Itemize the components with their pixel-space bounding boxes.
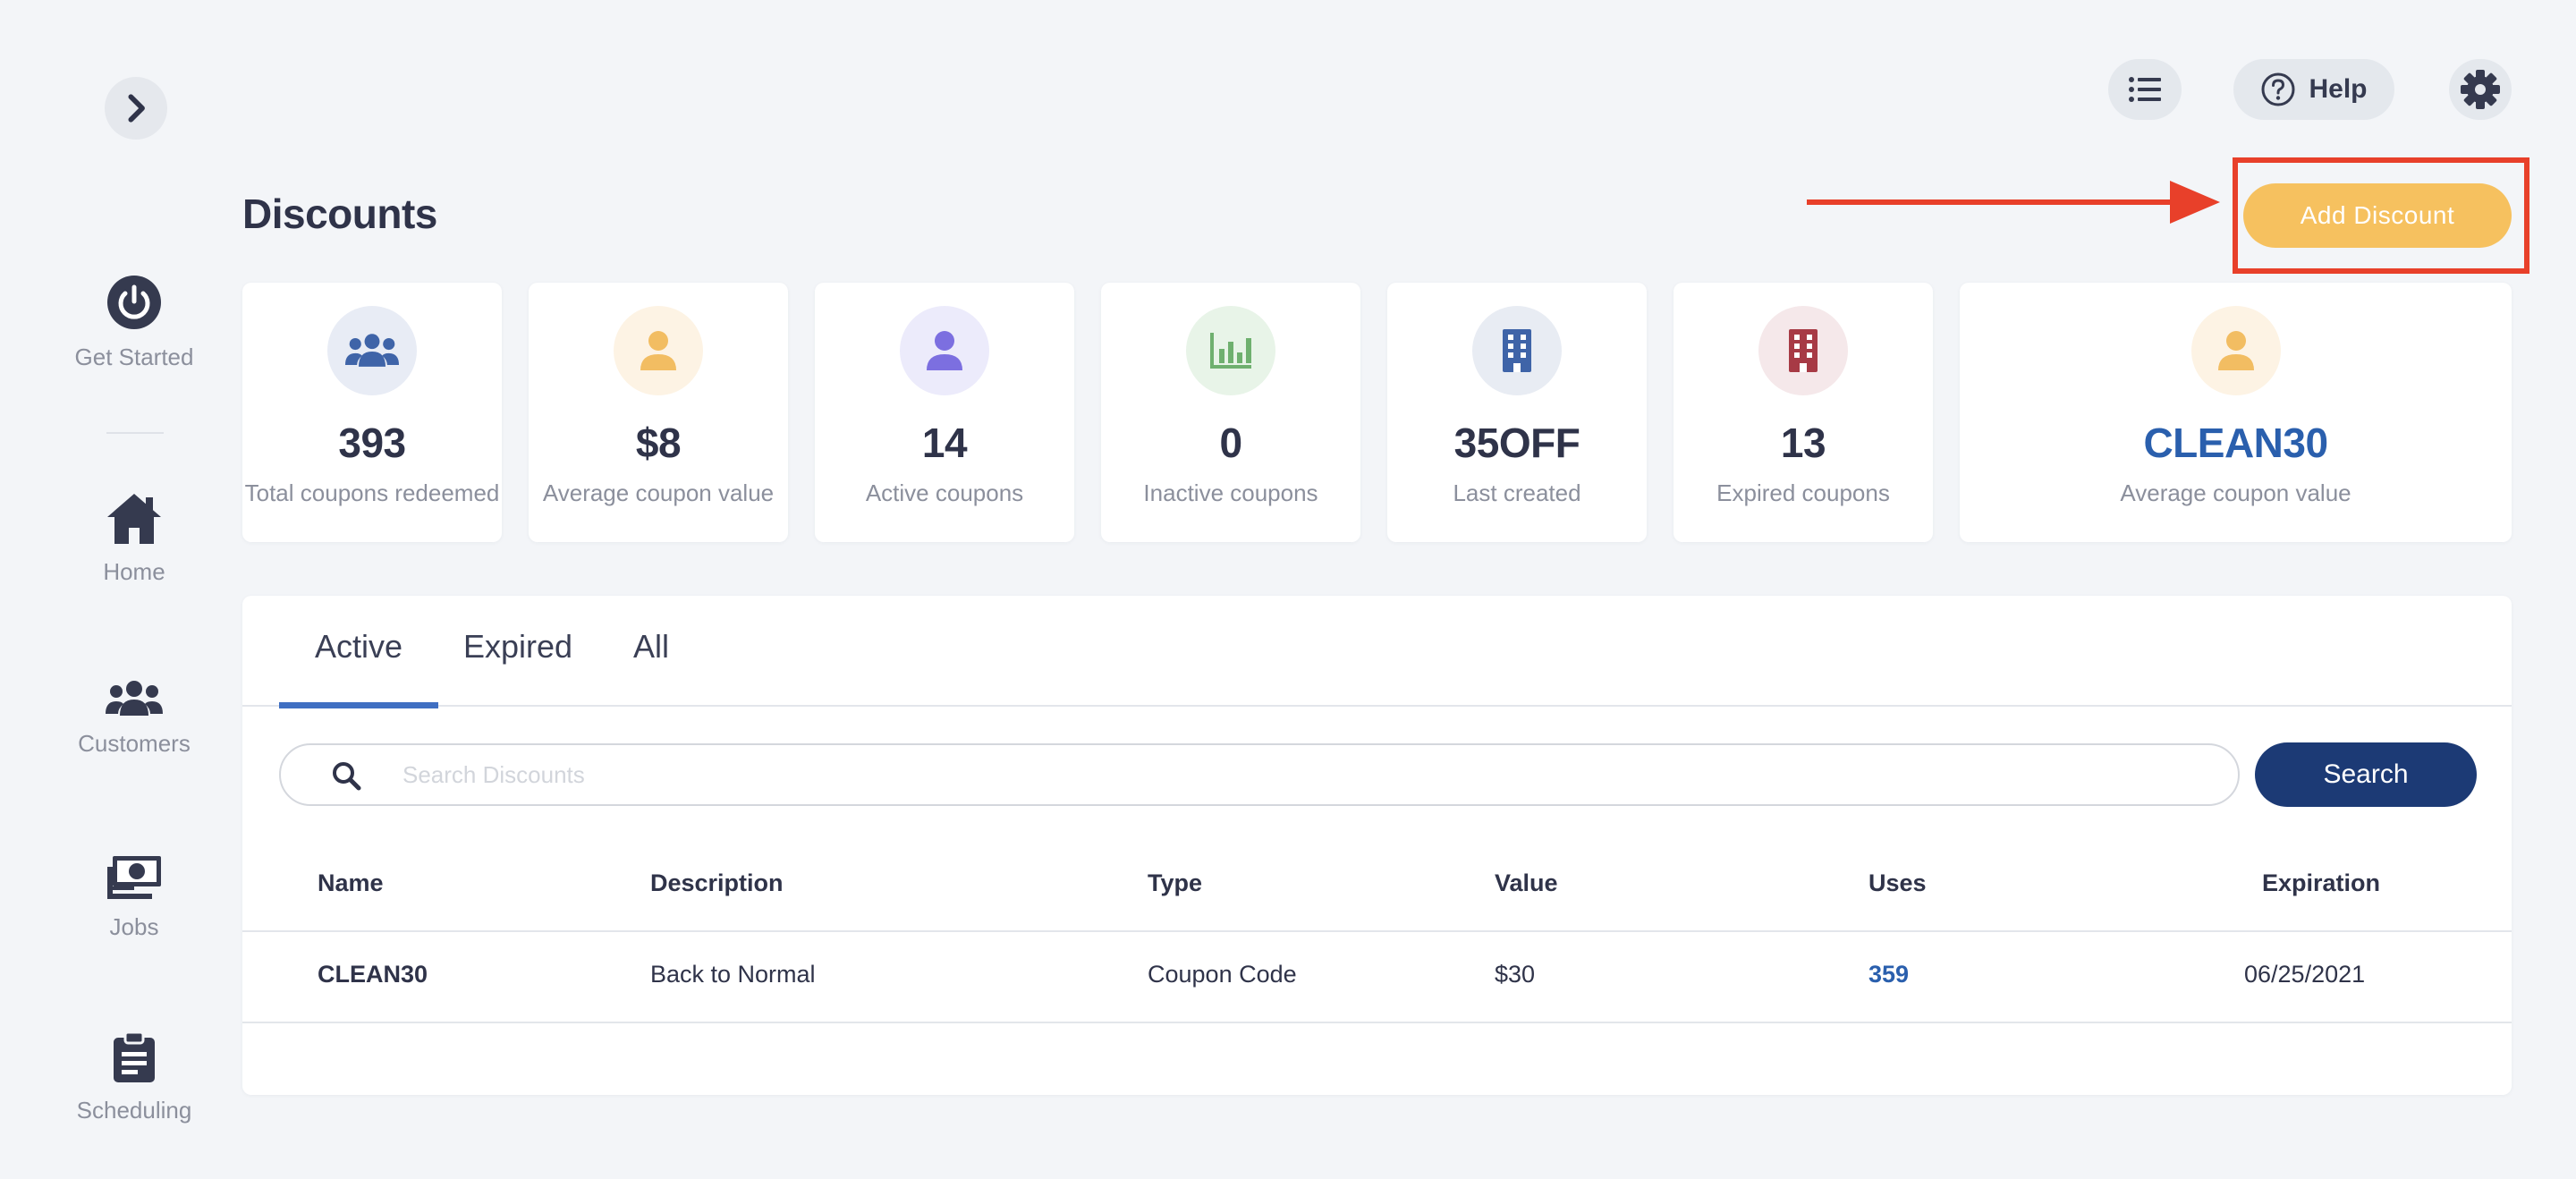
- clipboard-icon: [114, 1031, 155, 1082]
- sidebar-item-label: Scheduling: [76, 1097, 192, 1124]
- stat-label: Active coupons: [865, 479, 1024, 506]
- list-view-button[interactable]: [2108, 59, 2182, 120]
- search-input[interactable]: [402, 745, 2191, 804]
- column-header-name[interactable]: Name: [318, 869, 384, 896]
- stat-value: 35OFF: [1453, 420, 1580, 466]
- sidebar-item-label: Get Started: [74, 344, 194, 370]
- column-header-description[interactable]: Description: [650, 869, 784, 896]
- help-button[interactable]: Help: [2233, 59, 2394, 120]
- stat-label: Inactive coupons: [1143, 479, 1318, 506]
- stat-card-expired: 13 Expired coupons: [1674, 283, 1933, 542]
- tab-bar: Active Expired All: [242, 596, 2512, 708]
- stat-value: CLEAN30: [2143, 420, 2328, 466]
- stat-icon-circle: [614, 306, 703, 395]
- settings-button[interactable]: [2449, 59, 2512, 120]
- user-icon: [640, 331, 676, 370]
- stat-label: Last created: [1453, 479, 1581, 506]
- chevron-right-icon: [128, 94, 145, 123]
- stat-label: Average coupon value: [2120, 479, 2351, 506]
- column-header-value[interactable]: Value: [1495, 869, 1558, 896]
- annotation-arrow-head: [2170, 181, 2220, 224]
- sidebar-item-jobs[interactable]: Jobs: [0, 854, 268, 941]
- users-icon: [106, 681, 163, 716]
- user-icon: [927, 331, 962, 370]
- question-circle-icon: [2261, 72, 2295, 106]
- list-icon: [2129, 77, 2161, 102]
- search-icon: [333, 762, 361, 791]
- tab-expired[interactable]: Expired: [463, 628, 573, 665]
- users-icon: [345, 334, 399, 367]
- tab-all[interactable]: All: [633, 628, 670, 665]
- sidebar-item-label: Jobs: [109, 913, 159, 940]
- page-title: Discounts: [242, 191, 437, 237]
- cell-uses-link[interactable]: 359: [1868, 961, 1910, 988]
- stat-card-active: 14 Active coupons: [815, 283, 1074, 542]
- sidebar-item-get-started[interactable]: Get Started: [0, 274, 268, 371]
- stat-value: 14: [921, 420, 968, 466]
- building-icon: [1503, 329, 1531, 372]
- table-divider: [242, 930, 2512, 932]
- annotation-highlight-box: [2233, 157, 2529, 274]
- stat-icon-circle: [1472, 306, 1562, 395]
- money-icon: [107, 856, 161, 899]
- search-button[interactable]: Search: [2255, 742, 2477, 807]
- column-header-type[interactable]: Type: [1148, 869, 1203, 896]
- stat-card-top-coupon: CLEAN30 Average coupon value: [1960, 283, 2512, 542]
- sidebar: Get Started Home Customers Jobs: [0, 0, 268, 1179]
- cell-expiration: 06/25/2021: [2244, 961, 2366, 988]
- stat-value: 13: [1780, 420, 1826, 466]
- stat-value: 0: [1219, 420, 1242, 466]
- stat-icon-circle: [1186, 306, 1275, 395]
- stat-icon-circle: [900, 306, 989, 395]
- table-divider: [242, 1022, 2512, 1023]
- stat-card-average-value: $8 Average coupon value: [529, 283, 788, 542]
- stat-label: Expired coupons: [1716, 479, 1890, 506]
- power-icon: [107, 276, 161, 329]
- cell-type: Coupon Code: [1148, 961, 1297, 988]
- stat-value: 393: [338, 420, 406, 466]
- column-header-expiration[interactable]: Expiration: [2262, 869, 2381, 896]
- cell-name: CLEAN30: [318, 961, 428, 988]
- sidebar-item-home[interactable]: Home: [0, 492, 268, 586]
- home-icon: [107, 494, 161, 544]
- stat-card-last-created: 35OFF Last created: [1387, 283, 1647, 542]
- sidebar-expand-button[interactable]: [105, 77, 167, 140]
- add-discount-button[interactable]: Add Discount: [2243, 183, 2512, 248]
- search-box: [279, 743, 2240, 806]
- stat-icon-circle: [327, 306, 417, 395]
- help-label: Help: [2309, 74, 2368, 104]
- gear-icon: [2461, 70, 2500, 109]
- tab-active[interactable]: Active: [279, 628, 439, 708]
- stat-icon-circle: [1758, 306, 1848, 395]
- cell-description: Back to Normal: [650, 961, 816, 988]
- column-header-uses[interactable]: Uses: [1868, 869, 1927, 896]
- sidebar-item-label: Customers: [78, 730, 191, 757]
- building-icon: [1789, 329, 1818, 372]
- sidebar-divider: [106, 432, 164, 434]
- user-icon: [2217, 331, 2254, 370]
- discounts-panel: Active Expired All Search Name Descripti…: [242, 596, 2512, 1095]
- annotation-arrow-line: [1807, 199, 2174, 205]
- stat-icon-circle: [2190, 306, 2281, 395]
- bar-chart-icon: [1210, 333, 1251, 369]
- stat-value: $8: [635, 420, 682, 466]
- sidebar-item-scheduling[interactable]: Scheduling: [0, 1031, 268, 1124]
- sidebar-item-customers[interactable]: Customers: [0, 680, 268, 758]
- sidebar-item-label: Home: [103, 558, 165, 585]
- stat-card-inactive: 0 Inactive coupons: [1101, 283, 1360, 542]
- stat-label: Total coupons redeemed: [244, 479, 500, 506]
- cell-value: $30: [1495, 961, 1536, 988]
- stat-label: Average coupon value: [542, 479, 775, 506]
- stat-card-total-redeemed: 393 Total coupons redeemed: [242, 283, 502, 542]
